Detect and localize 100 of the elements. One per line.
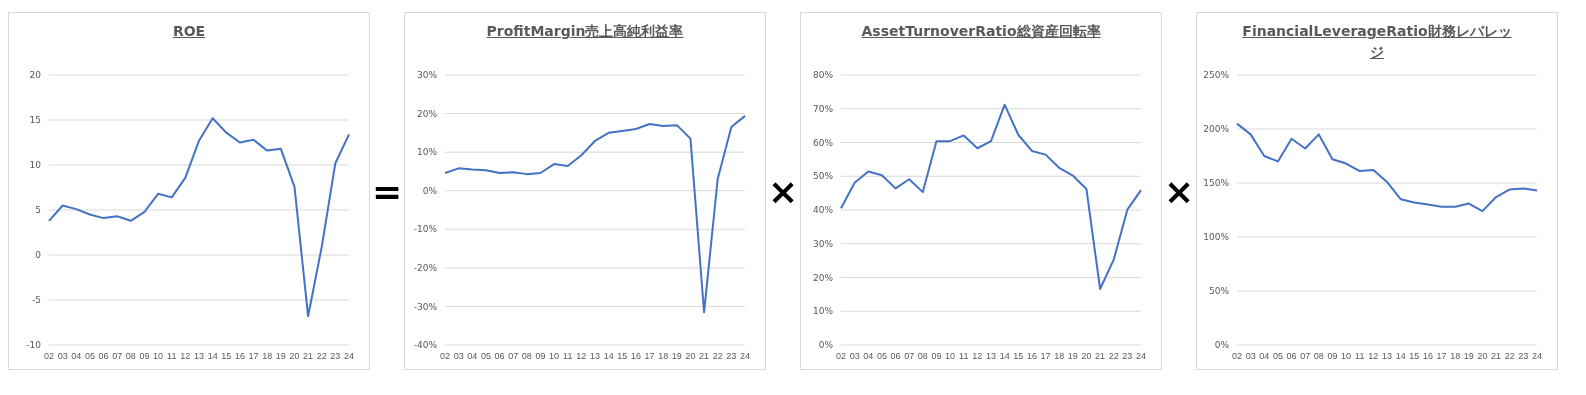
x-tick-label: 07 (508, 351, 519, 362)
x-tick-label: 18 (658, 351, 669, 362)
x-tick-label: 16 (234, 351, 245, 362)
x-tick-label: 15 (221, 351, 232, 362)
x-tick-label: 14 (1395, 351, 1406, 362)
x-tick-label: 10 (549, 351, 560, 362)
x-tick-label: 11 (563, 351, 573, 362)
x-tick-label: 22 (1504, 351, 1515, 362)
y-tick-label: 50% (812, 171, 834, 182)
line-series (840, 103, 1142, 290)
x-tick-label: 15 (1013, 351, 1024, 362)
x-tick-label: 22 (1108, 351, 1119, 362)
y-tick-label: -10% (413, 224, 438, 235)
x-tick-label: 04 (1259, 351, 1270, 362)
x-tick-label: 24 (1135, 351, 1147, 362)
x-tick-label: 06 (890, 351, 901, 362)
x-tick-label: 10 (153, 351, 164, 362)
y-tick-label: 250% (1203, 70, 1230, 81)
y-tick-label: -5 (32, 295, 41, 306)
x-tick-label: 20 (685, 351, 696, 362)
x-tick-label: 17 (1436, 351, 1447, 362)
x-tick-label: 09 (139, 351, 150, 362)
x-tick-label: 13 (589, 351, 601, 362)
text: × (1163, 170, 1195, 212)
y-tick-label: 0% (818, 340, 834, 351)
y-tick-label: 0% (1214, 340, 1230, 351)
x-tick-label: 12 (1368, 351, 1379, 362)
y-tick-label: 10% (416, 147, 438, 158)
y-tick-label: 20% (416, 108, 438, 119)
x-tick-label: 21 (1491, 351, 1502, 362)
y-tick-label: -30% (413, 301, 438, 312)
x-tick-label: 11 (167, 351, 177, 362)
y-tick-label: 30% (812, 238, 834, 249)
x-tick-label: 03 (849, 351, 860, 362)
y-tick-label: -10 (26, 340, 42, 351)
x-tick-label: 04 (863, 351, 874, 362)
x-tick-label: 24 (1531, 351, 1543, 362)
x-tick-label: 09 (535, 351, 546, 362)
x-tick-label: 16 (1026, 351, 1037, 362)
x-tick-label: 15 (1409, 351, 1420, 362)
y-tick-label: -20% (413, 263, 438, 274)
y-tick-label: 60% (812, 137, 834, 148)
y-tick-label: 20 (29, 70, 42, 81)
x-tick-label: 23 (1518, 351, 1529, 362)
line-series (1236, 122, 1538, 213)
x-tick-label: 13 (1381, 351, 1393, 362)
x-tick-label: 05 (84, 351, 95, 362)
x-tick-label: 05 (876, 351, 887, 362)
x-tick-label: 04 (71, 351, 82, 362)
x-tick-label: 12 (576, 351, 587, 362)
x-tick-label: 07 (1300, 351, 1311, 362)
y-tick-label: 70% (812, 103, 834, 114)
x-tick-label: 18 (1054, 351, 1065, 362)
x-tick-label: 13 (985, 351, 997, 362)
x-tick-label: 14 (999, 351, 1010, 362)
y-tick-label: 150% (1203, 178, 1230, 189)
x-tick-label: 21 (699, 351, 710, 362)
y-tick-label: 0% (422, 185, 438, 196)
x-tick-label: 02 (439, 351, 451, 362)
x-tick-label: 09 (931, 351, 942, 362)
x-tick-label: 08 (917, 351, 928, 362)
x-tick-label: 24 (343, 351, 355, 362)
chart-title: FinancialLeverageRatio財務レバレッジ (1242, 23, 1512, 60)
y-tick-label: 200% (1203, 124, 1230, 135)
text: × (767, 170, 799, 212)
x-tick-label: 06 (494, 351, 505, 362)
x-tick-label: 07 (904, 351, 915, 362)
x-tick-label: 05 (1272, 351, 1283, 362)
chart-title: AssetTurnoverRatio総資産回転率 (861, 23, 1101, 39)
x-tick-label: 08 (125, 351, 136, 362)
x-tick-label: 06 (1286, 351, 1297, 362)
chart-title: ProfitMargin売上高純利益率 (486, 23, 684, 39)
line-series (444, 114, 746, 314)
x-tick-label: 18 (1450, 351, 1461, 362)
x-tick-label: 11 (959, 351, 969, 362)
x-tick-label: 21 (303, 351, 314, 362)
x-tick-label: 24 (739, 351, 751, 362)
y-tick-label: 5 (35, 205, 41, 216)
x-tick-label: 17 (248, 351, 259, 362)
x-tick-label: 14 (207, 351, 218, 362)
x-tick-label: 04 (467, 351, 478, 362)
x-tick-label: 06 (98, 351, 109, 362)
x-tick-label: 19 (1067, 351, 1078, 362)
x-tick-label: 22 (316, 351, 327, 362)
x-tick-label: 03 (57, 351, 68, 362)
y-tick-label: -40% (413, 340, 438, 351)
y-tick-label: 80% (812, 70, 834, 81)
x-tick-label: 02 (43, 351, 55, 362)
x-tick-label: 14 (603, 351, 614, 362)
x-tick-label: 20 (1477, 351, 1488, 362)
x-tick-label: 10 (1341, 351, 1352, 362)
x-tick-label: 19 (671, 351, 682, 362)
x-tick-label: 08 (1313, 351, 1324, 362)
y-tick-label: 10% (812, 306, 834, 317)
x-tick-label: 17 (1040, 351, 1051, 362)
x-tick-label: 18 (262, 351, 273, 362)
y-tick-label: 40% (812, 205, 834, 216)
x-tick-label: 08 (521, 351, 532, 362)
x-tick-label: 20 (1081, 351, 1092, 362)
x-tick-label: 07 (112, 351, 123, 362)
